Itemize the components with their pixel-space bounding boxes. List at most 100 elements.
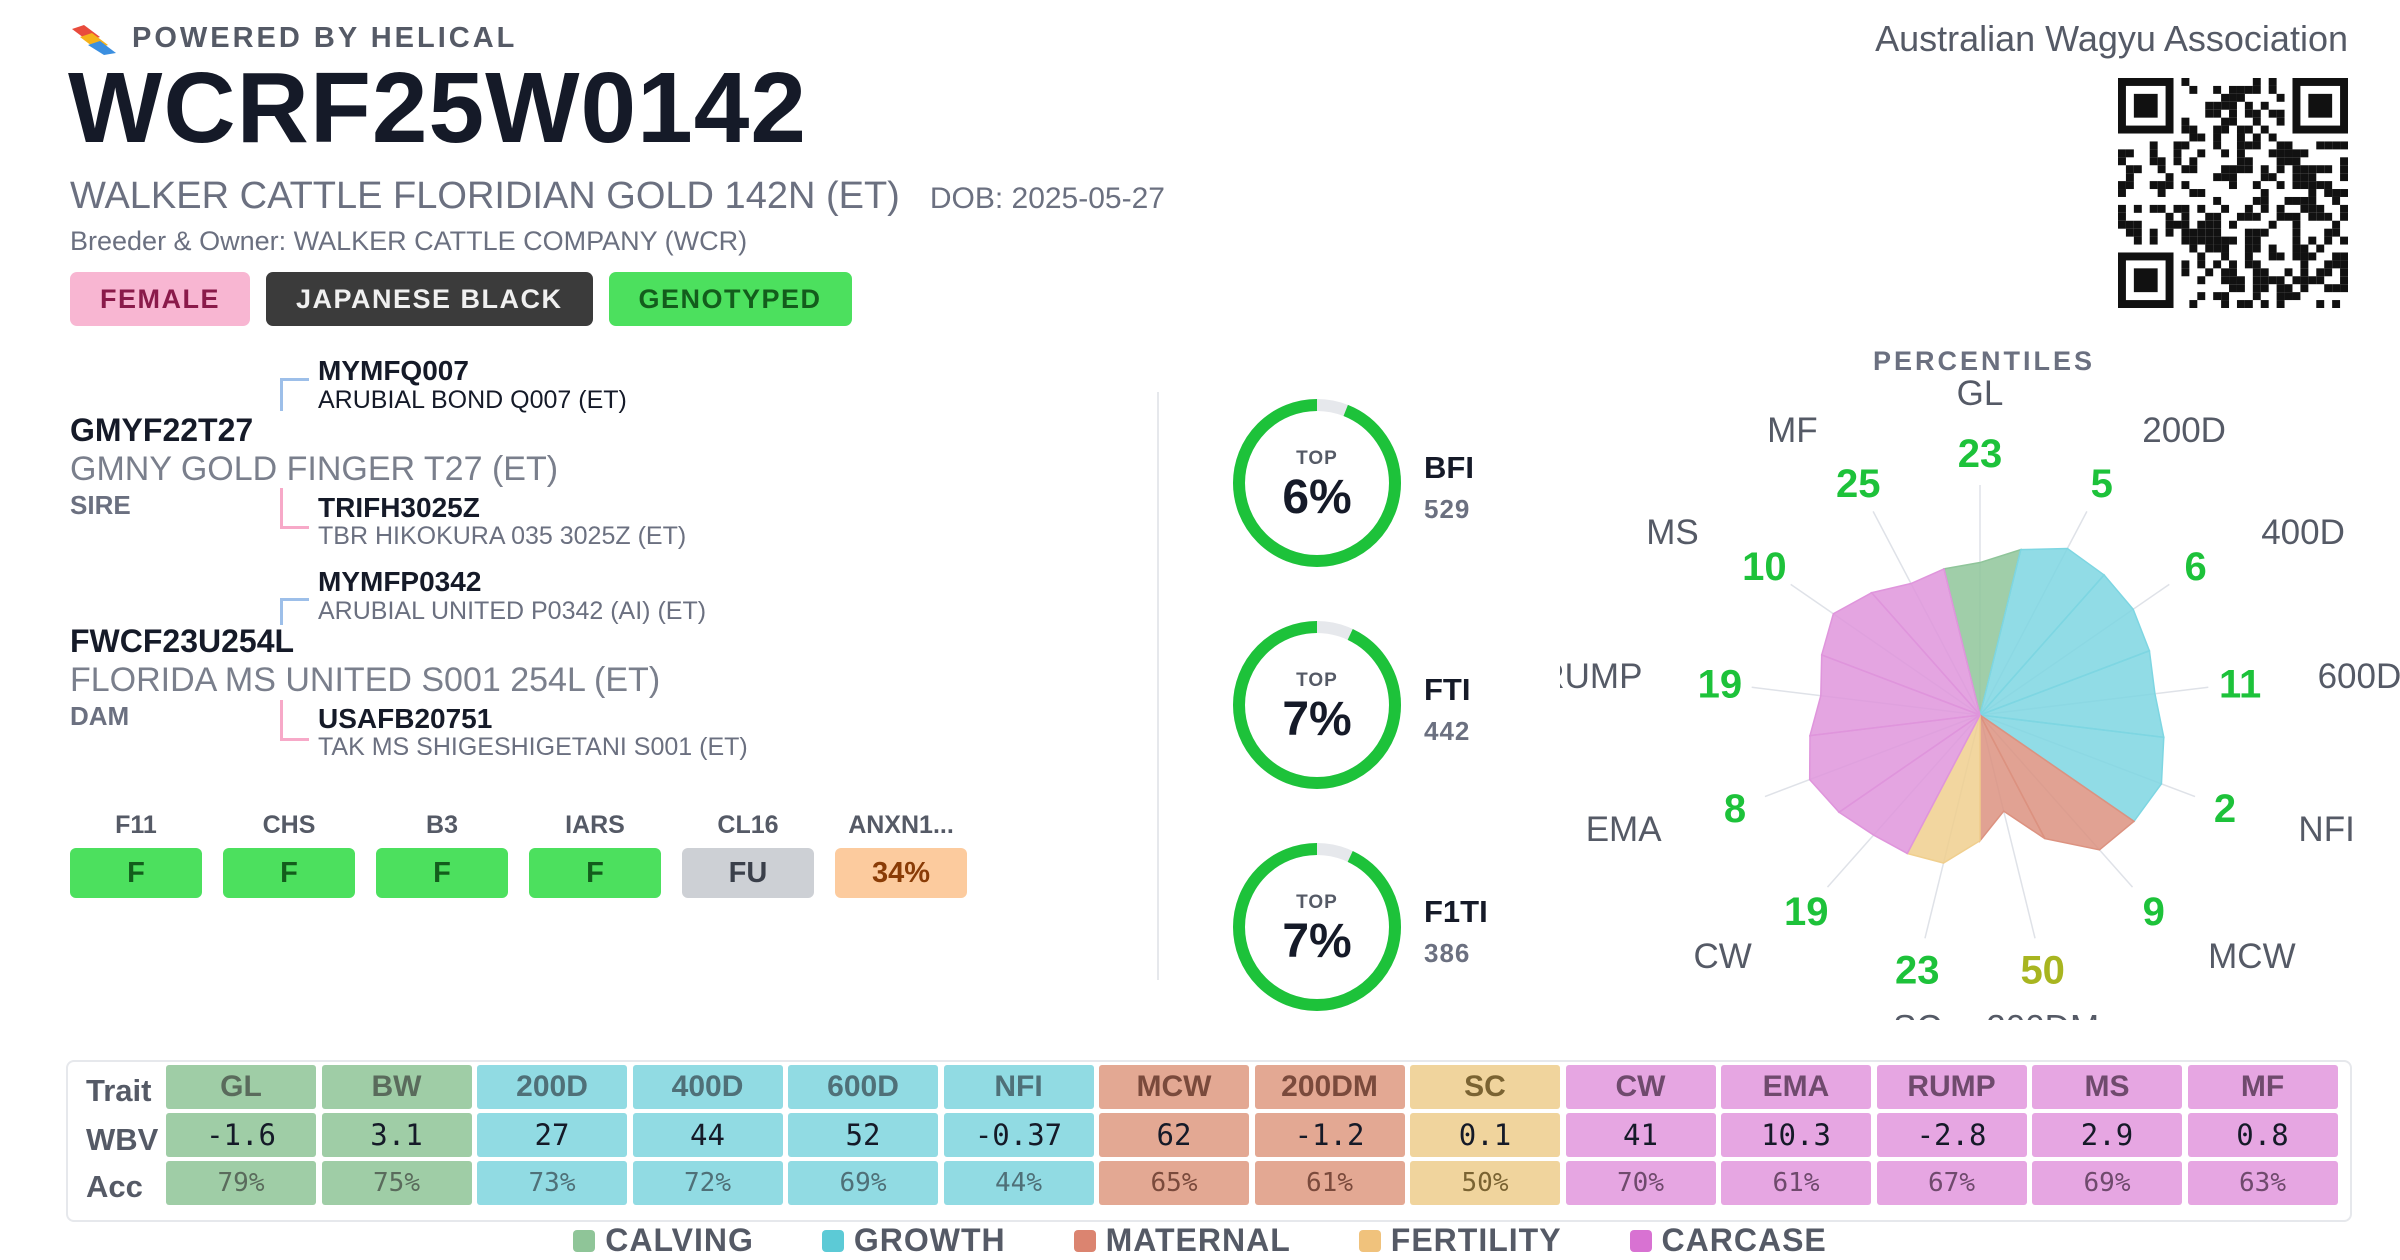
trait-acc: 50% <box>1410 1161 1560 1205</box>
sire-dam-id[interactable]: TRIFH3025Z <box>318 492 480 523</box>
trait-wbv: -1.6 <box>166 1113 316 1157</box>
trait-wbv: 0.8 <box>2187 1113 2338 1157</box>
sire-sire-name: ARUBIAL BOND Q007 (ET) <box>318 386 627 414</box>
index-name: FTI <box>1424 672 1471 707</box>
radar-axis-label: CW <box>1694 937 1752 976</box>
trait-header: MF <box>2187 1065 2338 1109</box>
dob: DOB: 2025-05-27 <box>929 182 1165 215</box>
test-anxn1: ANXN1... 34% <box>835 808 967 898</box>
test-result: 34% <box>835 848 967 898</box>
test-label: CHS <box>262 811 316 839</box>
legend-swatch <box>1358 1229 1381 1252</box>
legend-swatch <box>821 1229 844 1252</box>
radar-axis-label: GL <box>1957 380 2004 413</box>
legend-label: MATERNAL <box>1105 1222 1291 1258</box>
test-result: F <box>70 848 202 898</box>
test-label: F11 <box>115 811 157 839</box>
bracket-dam-dam <box>280 700 309 741</box>
brand: POWERED BY HELICAL <box>70 22 517 55</box>
sire-id[interactable]: GMYF22T27 <box>70 412 254 448</box>
trait-header: 200DM <box>1254 1065 1405 1109</box>
radar-value-label: 8 <box>1724 787 1746 831</box>
radar-axis-label: RUMP <box>1560 657 1642 696</box>
trait-acc: 72% <box>632 1161 783 1205</box>
index-ring-fti: TOP 7% <box>1232 620 1402 790</box>
bracket-sire-sire <box>280 378 309 411</box>
radar-value-label: 23 <box>1895 948 1940 992</box>
trait-header: MCW <box>1099 1065 1249 1109</box>
index-ring-f1ti: TOP 7% <box>1232 842 1402 1012</box>
helical-logo-icon <box>72 24 116 55</box>
trait-wbv: -1.2 <box>1254 1113 1405 1157</box>
radar-value-label: 19 <box>1784 890 1829 934</box>
test-label: B3 <box>426 811 458 839</box>
qr-code-icon[interactable] <box>2118 78 2348 308</box>
radar-value-label: 23 <box>1958 432 2003 476</box>
legend-item: MATERNAL <box>1073 1222 1291 1259</box>
ring-gauge <box>1233 399 1401 567</box>
radar-axis-label: 200DM <box>1986 1009 2099 1020</box>
test-label: ANXN1... <box>848 811 954 839</box>
legend-swatch <box>1629 1229 1652 1252</box>
test-result: F <box>376 848 508 898</box>
radar-axis-label: SC <box>1893 1009 1942 1020</box>
radar-value-label: 9 <box>2143 890 2165 934</box>
association-name: Australian Wagyu Association <box>1875 18 2348 59</box>
radar-axis-label: MCW <box>2208 937 2295 976</box>
index-name: BFI <box>1424 450 1474 485</box>
dam-sire-name: ARUBIAL UNITED P0342 (AI) (ET) <box>318 597 707 625</box>
radar-axis-label: 600D <box>2318 657 2400 696</box>
trait-header: 200D <box>477 1065 627 1109</box>
test-f11: F11 F <box>70 808 202 898</box>
ring-gauge <box>1233 843 1401 1011</box>
radar-axis-label: EMA <box>1586 810 1663 849</box>
trait-acc: 69% <box>2032 1161 2182 1205</box>
radar-axis-label: NFI <box>2298 810 2354 849</box>
ring-gauge <box>1233 621 1401 789</box>
radar-value-label: 50 <box>2020 948 2065 992</box>
trait-wbv: 2.9 <box>2032 1113 2182 1157</box>
test-result: F <box>529 848 661 898</box>
test-result: FU <box>682 848 814 898</box>
trait-header: BW <box>321 1065 472 1109</box>
trait-acc: 65% <box>1099 1161 1249 1205</box>
legend-label: CALVING <box>605 1222 754 1258</box>
ring-top-label: TOP <box>1296 448 1338 469</box>
dam-dam-id[interactable]: USAFB20751 <box>318 703 493 734</box>
trait-wbv: 10.3 <box>1721 1113 1871 1157</box>
dam-sire-id[interactable]: MYMFP0342 <box>318 566 482 597</box>
radar-value-label: 11 <box>2219 662 2261 706</box>
index-value: 442 <box>1424 716 1471 746</box>
brand-text: POWERED BY HELICAL <box>132 22 518 54</box>
legend-item: CARCASE <box>1629 1222 1827 1259</box>
trait-wbv: 27 <box>477 1113 627 1157</box>
trait-acc: 70% <box>1565 1161 1716 1205</box>
radar-value-label: 10 <box>1742 545 1787 589</box>
sire-dam-name: TBR HIKOKURA 035 3025Z (ET) <box>318 522 687 550</box>
sire-role-label: SIRE <box>70 490 131 520</box>
sire-sire-id[interactable]: MYMFQ007 <box>318 355 469 386</box>
trait-wbv: 0.1 <box>1410 1113 1560 1157</box>
radar-value-label: 5 <box>2091 462 2113 506</box>
trait-header: MS <box>2032 1065 2182 1109</box>
trait-acc: 61% <box>1721 1161 1871 1205</box>
radar-axis-label: MF <box>1767 411 1818 450</box>
legend-swatch <box>573 1229 596 1252</box>
legend-item: GROWTH <box>821 1222 1006 1259</box>
trait-acc: 69% <box>788 1161 938 1205</box>
legend-label: CARCASE <box>1661 1222 1827 1258</box>
trait-table: Trait WBV Acc GL -1.6 79% BW 3.1 75% 200D 27 73%… <box>66 1060 2352 1222</box>
radar-value-label: 25 <box>1836 462 1881 506</box>
test-result: F <box>223 848 355 898</box>
index-name: F1TI <box>1424 894 1488 929</box>
legend-label: FERTILITY <box>1390 1222 1562 1258</box>
dam-name: FLORIDA MS UNITED S001 254L (ET) <box>70 661 661 699</box>
test-label: IARS <box>565 811 625 839</box>
legend-swatch <box>1073 1229 1096 1252</box>
legend-item: CALVING <box>573 1222 754 1259</box>
group-legend: CALVING GROWTH MATERNAL FERTILITY CARCASE <box>0 1222 2400 1259</box>
percentiles-radar-chart: 23 GL 5 200D 6 400D 11 600D 2 NFI 9 MCW 50 200DM 23 SC 1… <box>1560 380 2400 1020</box>
dam-id[interactable]: FWCF23U254L <box>70 623 295 659</box>
trait-header: GL <box>166 1065 316 1109</box>
test-chs: CHS F <box>223 808 355 898</box>
